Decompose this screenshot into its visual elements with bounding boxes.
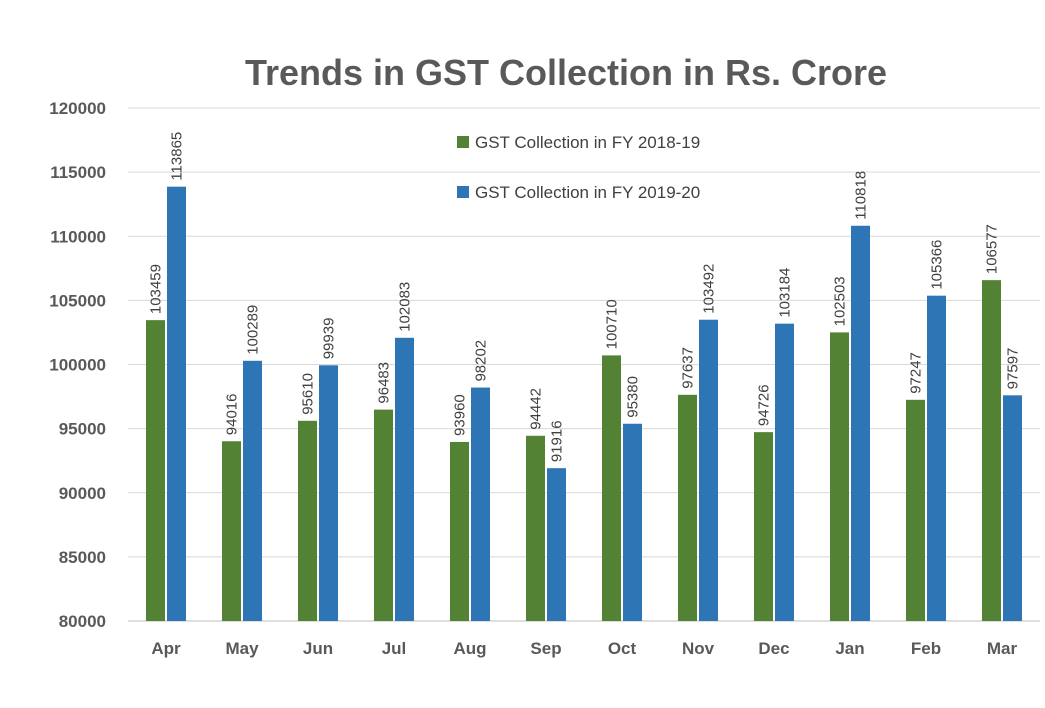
data-label: 100289 (245, 305, 262, 355)
bar (319, 365, 338, 621)
data-label: 93960 (452, 394, 469, 436)
data-label: 102083 (397, 282, 414, 332)
data-label: 97247 (908, 352, 925, 394)
y-tick-label: 95000 (59, 420, 106, 439)
data-label: 102503 (832, 276, 849, 326)
x-tick-label: May (225, 639, 259, 658)
x-tick-label: Nov (682, 639, 715, 658)
bar (374, 409, 393, 621)
bar (395, 337, 414, 621)
y-tick-label: 100000 (49, 356, 106, 375)
data-label: 95610 (300, 373, 317, 415)
legend-swatch (457, 136, 469, 148)
bar (754, 432, 773, 621)
bar (146, 320, 165, 621)
x-tick-label: Sep (530, 639, 561, 658)
bar (982, 280, 1001, 621)
y-axis-ticks: 80000 85000 90000 95000 100000 105000 110000 11… (49, 99, 106, 631)
x-axis-ticks: Apr May Jun Jul Aug Sep Oct Nov Dec Jan Feb Mar (151, 639, 1017, 658)
data-label: 99939 (321, 318, 338, 360)
data-label: 113865 (169, 132, 186, 181)
data-label: 95380 (625, 376, 642, 418)
data-label: 103184 (777, 268, 794, 318)
bar (699, 319, 718, 621)
data-label: 100710 (604, 299, 621, 349)
bar (526, 435, 545, 621)
bar (775, 323, 794, 621)
bar (167, 186, 186, 621)
legend-label: GST Collection in FY 2018-19 (475, 133, 700, 152)
y-tick-label: 80000 (59, 612, 106, 631)
x-tick-label: Jul (382, 639, 407, 658)
x-tick-label: Jan (835, 639, 864, 658)
data-label: 96483 (376, 362, 393, 404)
y-tick-label: 105000 (49, 291, 106, 310)
x-tick-label: Apr (151, 639, 181, 658)
data-label: 103492 (701, 264, 718, 314)
bar (547, 468, 566, 621)
bar (1003, 395, 1022, 621)
bar (927, 295, 946, 621)
bar (243, 360, 262, 621)
legend: GST Collection in FY 2018-19 GST Collecti… (457, 133, 700, 202)
y-tick-label: 90000 (59, 484, 106, 503)
x-tick-label: Mar (987, 639, 1018, 658)
x-tick-label: Feb (911, 639, 941, 658)
y-tick-label: 115000 (50, 163, 106, 182)
x-tick-label: Dec (758, 639, 789, 658)
data-label: 105366 (929, 240, 946, 290)
bar (678, 394, 697, 621)
data-label: 91916 (549, 420, 566, 462)
y-tick-label: 120000 (49, 99, 106, 118)
y-tick-label: 110000 (50, 227, 106, 246)
y-tick-label: 85000 (59, 548, 106, 567)
x-tick-label: Aug (453, 639, 486, 658)
bar (450, 441, 469, 621)
data-label: 94726 (756, 384, 773, 426)
bars (146, 186, 1022, 621)
bar (906, 399, 925, 621)
bar (623, 423, 642, 621)
bar (222, 441, 241, 621)
bar (298, 420, 317, 621)
x-tick-label: Oct (608, 639, 637, 658)
data-label: 106577 (984, 224, 1001, 274)
data-label: 94016 (224, 394, 241, 436)
legend-swatch (457, 186, 469, 198)
bar (602, 355, 621, 621)
chart-title: Trends in GST Collection in Rs. Crore (244, 52, 888, 93)
data-label: 97637 (680, 347, 697, 389)
legend-label: GST Collection in FY 2019-20 (475, 183, 700, 202)
bar (851, 225, 870, 621)
x-tick-label: Jun (303, 639, 333, 658)
bar (830, 332, 849, 621)
data-label: 98202 (473, 340, 490, 382)
data-label: 94442 (528, 388, 545, 430)
gridlines (128, 107, 1040, 622)
bar (471, 387, 490, 621)
data-label: 97597 (1005, 348, 1022, 390)
data-label: 103459 (148, 264, 165, 314)
data-label: 110818 (853, 171, 870, 220)
